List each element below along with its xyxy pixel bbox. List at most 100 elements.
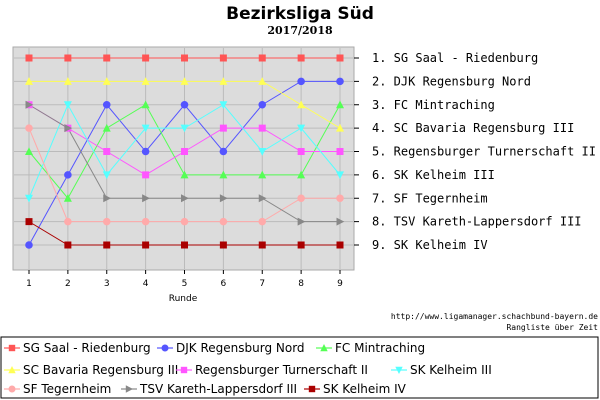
x-tick-label: 6 [221, 279, 227, 289]
x-tick-label: 2 [65, 279, 71, 289]
data-point-4-5 [180, 77, 189, 85]
rank-labels: 1. SG Saal - Riedenburg 2. DJK Regensburg… [354, 51, 596, 252]
data-point-9-2 [64, 241, 72, 249]
data-point-1-3 [103, 54, 111, 62]
data-point-8-7 [258, 194, 267, 203]
data-point-4-6 [219, 77, 228, 85]
legend-marker-1 [8, 344, 16, 352]
x-tick-label: 4 [143, 279, 149, 289]
data-point-2-8 [297, 77, 305, 86]
data-point-3-3 [102, 123, 111, 132]
legend-marker-5 [180, 366, 188, 374]
legend-entry-5: Regensburger Turnerschaft II [195, 363, 368, 377]
data-point-5-9 [336, 148, 344, 155]
data-point-3-6 [219, 170, 228, 179]
data-point-4-2 [63, 77, 72, 85]
data-point-7-5 [180, 217, 189, 226]
data-point-4-1 [25, 77, 33, 85]
data-point-4-3 [102, 77, 111, 85]
data-point-5-6 [219, 124, 227, 132]
data-point-9-8 [297, 241, 305, 249]
legend-entry-7: SF Tegernheim [23, 382, 111, 396]
data-point-2-3 [102, 100, 111, 109]
data-point-8-6 [219, 194, 228, 203]
data-point-7-6 [219, 217, 228, 226]
x-tick-label: 3 [104, 279, 110, 289]
data-point-2-7 [258, 100, 267, 109]
rank-label-3: 3. FC Mintraching [372, 98, 495, 112]
data-point-1-4 [142, 54, 150, 62]
rank-label-9: 9. SK Kelheim IV [372, 238, 488, 252]
data-point-2-6 [219, 147, 228, 156]
legend-marker-7 [8, 385, 16, 393]
data-point-3-5 [180, 170, 189, 179]
data-point-8-5 [181, 194, 189, 203]
rank-label-6: 6. SK Kelheim III [372, 168, 495, 182]
legend-marker-9 [308, 385, 316, 393]
data-point-6-7 [258, 148, 267, 156]
data-point-3-2 [63, 193, 72, 202]
data-point-6-2 [63, 101, 72, 110]
data-point-7-1 [25, 124, 33, 132]
data-point-9-1 [25, 218, 33, 226]
chart-title: Bezirksliga Süd [226, 4, 374, 24]
legend-box [0, 336, 599, 399]
data-point-7-3 [102, 217, 111, 226]
legend-marker-2 [161, 344, 169, 352]
data-point-7-7 [258, 217, 267, 226]
data-point-2-9 [336, 77, 344, 86]
legend-entry-4: SC Bavaria Regensburg III [23, 363, 178, 377]
data-point-3-8 [297, 170, 306, 179]
data-point-6-8 [297, 124, 306, 133]
data-point-6-6 [219, 101, 228, 110]
data-point-9-5 [181, 241, 188, 249]
rank-label-8: 8. TSV Kareth-Lappersdorf III [372, 215, 582, 229]
x-tick-label: 5 [182, 279, 188, 289]
series-markers [25, 54, 345, 249]
data-point-4-8 [297, 100, 306, 109]
data-point-7-4 [141, 217, 150, 226]
legend-entry-1: SG Saal - Riedenburg [23, 341, 151, 355]
x-tick-label: 8 [298, 279, 304, 289]
legend-entry-6: SK Kelheim III [410, 363, 492, 377]
data-point-6-3 [102, 171, 111, 180]
data-point-1-8 [297, 54, 305, 62]
data-point-1-2 [64, 54, 72, 62]
data-point-8-9 [336, 217, 345, 226]
data-point-2-2 [64, 171, 72, 179]
data-point-3-7 [258, 170, 267, 179]
data-point-9-9 [336, 241, 344, 249]
data-point-1-1 [25, 54, 33, 62]
data-point-4-9 [336, 123, 344, 132]
data-point-6-9 [336, 171, 344, 180]
data-point-2-4 [141, 147, 150, 156]
x-axis-label: Runde [169, 294, 198, 304]
data-point-5-7 [258, 124, 266, 132]
data-point-4-4 [141, 77, 150, 85]
legend-marker-3 [320, 344, 328, 352]
data-point-1-9 [336, 54, 344, 62]
chart-subtitle: 2017/2018 [267, 24, 333, 37]
rank-label-4: 4. SC Bavaria Regensburg III [372, 121, 574, 135]
x-tick-label: 1 [26, 279, 32, 289]
legend-marker-6 [395, 366, 403, 374]
data-point-2-5 [180, 100, 189, 109]
data-point-2-1 [25, 241, 33, 249]
legend-entry-9: SK Kelheim IV [323, 382, 407, 396]
data-point-8-1 [25, 100, 34, 109]
legend-marker-4 [8, 366, 16, 374]
data-point-9-7 [258, 241, 266, 249]
legend-entry-3: FC Mintraching [335, 341, 425, 355]
data-point-8-8 [297, 217, 306, 226]
data-point-6-1 [25, 194, 33, 203]
x-axis-ticks: 1 2 3 4 5 6 7 8 9 [26, 270, 343, 289]
data-point-9-6 [219, 241, 227, 249]
legend-entry-8: TSV Kareth-Lappersdorf III [139, 382, 297, 396]
data-point-4-7 [258, 77, 267, 85]
data-point-5-4 [142, 171, 150, 179]
data-point-8-2 [64, 124, 73, 133]
rank-label-1: 1. SG Saal - Riedenburg [372, 51, 538, 65]
rank-label-7: 7. SF Tegernheim [372, 191, 488, 205]
data-point-5-8 [297, 148, 305, 155]
